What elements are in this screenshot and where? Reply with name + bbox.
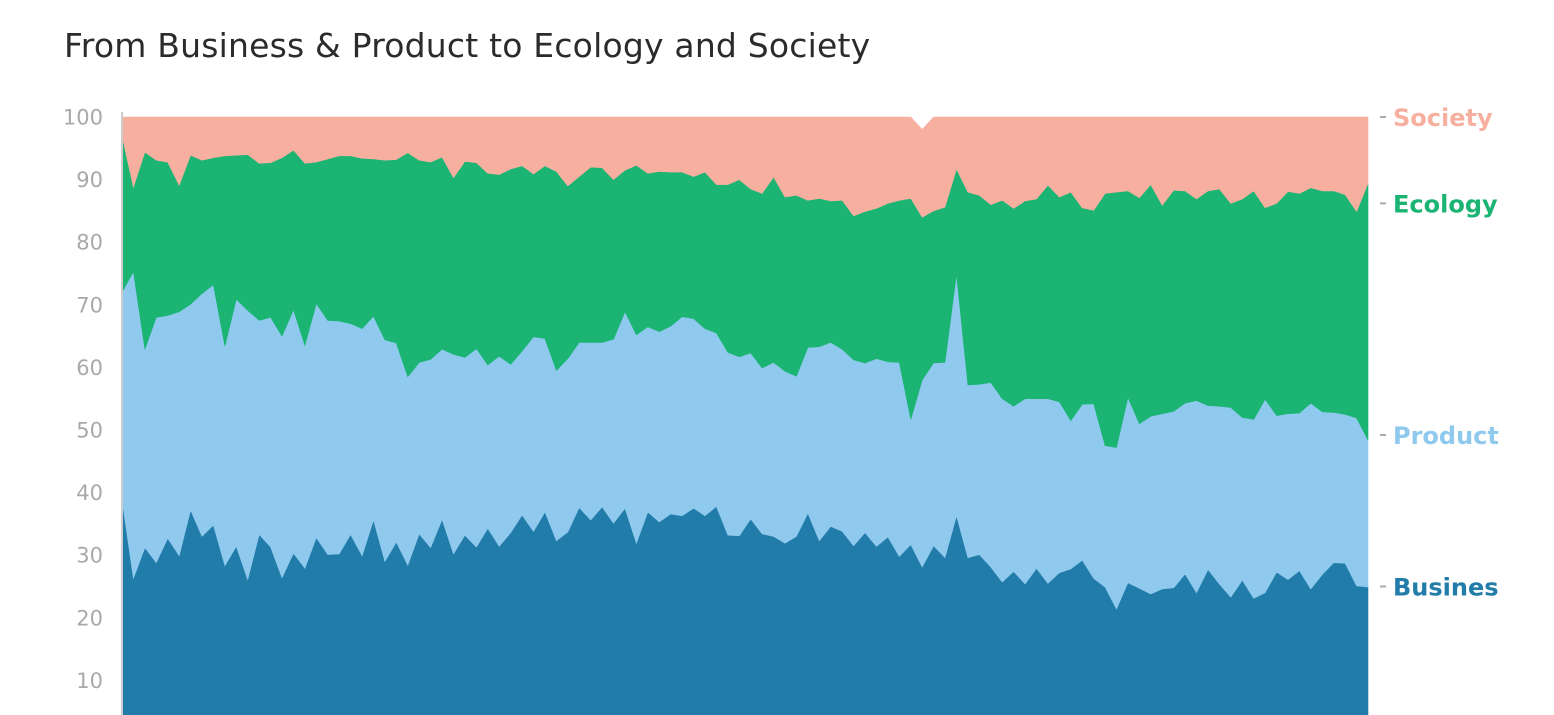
- y-tick-label: 30: [76, 544, 103, 568]
- series-label-product: Product: [1393, 422, 1499, 450]
- series-label-society: Society: [1393, 104, 1493, 132]
- y-tick-label: 100: [63, 106, 103, 130]
- y-tick-label: 80: [76, 231, 103, 255]
- y-tick-label: 10: [76, 669, 103, 693]
- y-tick-label: 90: [76, 168, 103, 192]
- chart-title: From Business & Product to Ecology and S…: [64, 26, 871, 65]
- y-tick-label: 70: [76, 293, 103, 317]
- series-labels: Society Ecology Product Busines: [1380, 104, 1499, 602]
- area-society: [121, 116, 1369, 218]
- y-tick-label: 40: [76, 481, 103, 505]
- y-tick-label: 50: [76, 419, 103, 443]
- y-tick-label: 20: [76, 606, 103, 630]
- areas-layer: [121, 116, 1369, 715]
- y-tick-label: 60: [76, 356, 103, 380]
- y-axis-ticks: 100 90 80 70 60 50 40 30 20 10: [63, 106, 103, 693]
- series-label-business: Busines: [1393, 574, 1499, 602]
- series-label-ecology: Ecology: [1393, 190, 1498, 218]
